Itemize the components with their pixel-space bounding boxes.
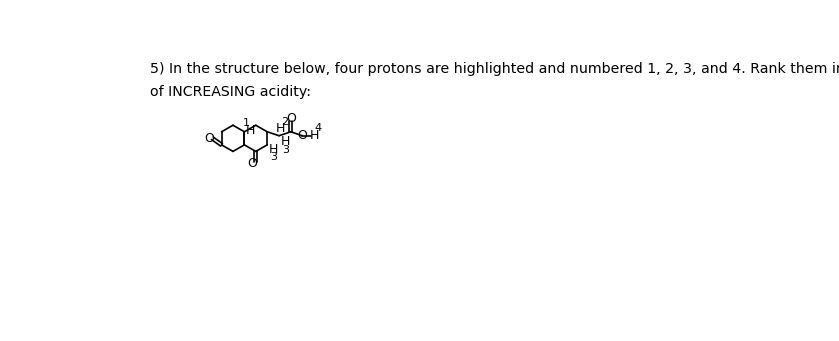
- Text: 1: 1: [243, 118, 250, 128]
- Text: H: H: [310, 129, 319, 142]
- Text: 4: 4: [314, 123, 321, 133]
- Text: 3: 3: [282, 145, 289, 154]
- Text: H: H: [276, 121, 285, 134]
- Text: H: H: [280, 135, 290, 148]
- Text: 5) In the structure below, four protons are highlighted and numbered 1, 2, 3, an: 5) In the structure below, four protons …: [150, 62, 839, 76]
- Text: 2: 2: [281, 117, 288, 127]
- Text: H: H: [246, 124, 255, 137]
- Text: of INCREASING acidity:: of INCREASING acidity:: [150, 85, 310, 99]
- Text: H: H: [268, 143, 278, 156]
- Text: O: O: [204, 132, 214, 145]
- Text: 3: 3: [270, 152, 277, 162]
- Text: O: O: [297, 129, 307, 142]
- Text: O: O: [248, 157, 258, 170]
- Text: O: O: [286, 112, 296, 125]
